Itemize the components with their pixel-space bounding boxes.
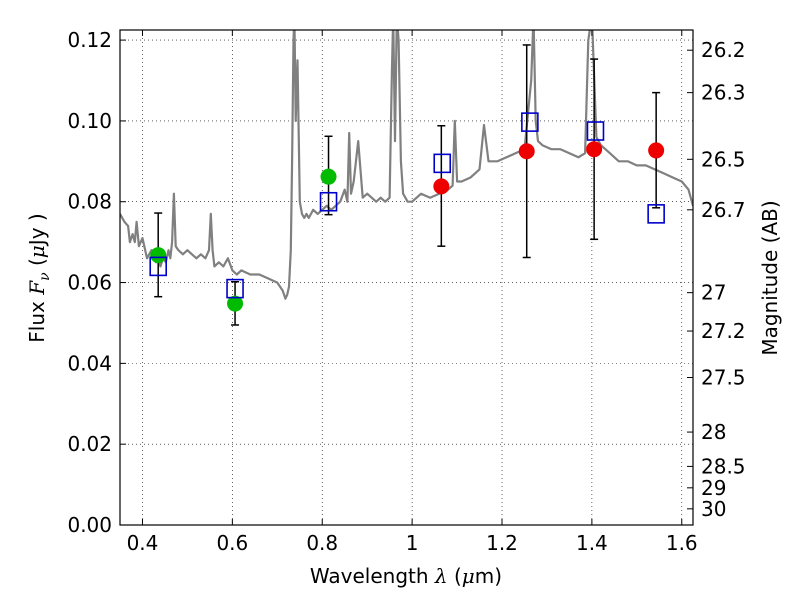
model-spectrum-line [120,30,693,300]
observed-green-point [320,168,337,185]
x-tick-label: 0.6 [216,531,248,555]
x-tick-label: 1.6 [666,531,698,555]
plot-area [120,30,693,525]
y2-tick-label: 29 [701,476,726,500]
grid [120,30,693,526]
y-tick-label: 0.00 [67,513,112,537]
y2-tick-label: 26.2 [701,38,746,62]
y2-tick-label: 26.3 [701,81,746,105]
y-tick-label: 0.10 [67,109,112,133]
y2-tick-label: 26.5 [701,147,746,171]
x-tick-label: 0.4 [127,531,159,555]
y2-tick-label: 27 [701,281,726,305]
data-layer [120,30,693,326]
y-tick-label: 0.04 [67,351,112,375]
y-axis-title: Flux Fν (μJy ) [25,213,53,342]
observed-green-point [150,247,167,264]
observed-red-point [518,143,535,160]
observed-green-point [227,295,244,312]
observed-red-point [586,141,603,158]
model-photometry-point [149,256,167,277]
y-tick-label: 0.12 [67,28,112,52]
x-tick-label: 1.4 [576,531,608,555]
y2-tick-label: 26.7 [701,198,746,222]
x-tick-label: 0.8 [306,531,338,555]
y-tick-label: 0.02 [67,432,112,456]
model-photometry-point [586,121,605,141]
model-photometry-point [226,278,244,299]
y2-tick-label: 28 [701,420,726,444]
model-photometry-point [647,204,665,224]
y2-tick-label: 28.5 [701,454,746,478]
x-tick-label: 1.2 [486,531,518,555]
model-photometry-point [521,112,539,132]
plot-frame [119,29,694,526]
x-tick-label: 1 [406,531,419,555]
observed-red-point [648,142,665,159]
model-photometry-point [319,191,338,212]
observed-red-point [433,178,450,195]
model-photometry-point [433,153,452,174]
y-tick-label: 0.08 [67,190,112,214]
y2-tick-label: 30 [701,497,726,521]
x-axis-title: Wavelength λ (μm) [310,564,502,588]
y2-tick-label: 27.2 [701,319,746,343]
ticks: 0.4 0.6 0.8 1 1.2 1.4 1.6 0.00 0.02 0.04 0.06 0.08 0… [67,28,745,555]
y-tick-label: 0.06 [67,271,112,295]
y2-tick-label: 27.5 [701,366,746,390]
y2-axis-title: Magnitude (AB) [758,200,782,355]
